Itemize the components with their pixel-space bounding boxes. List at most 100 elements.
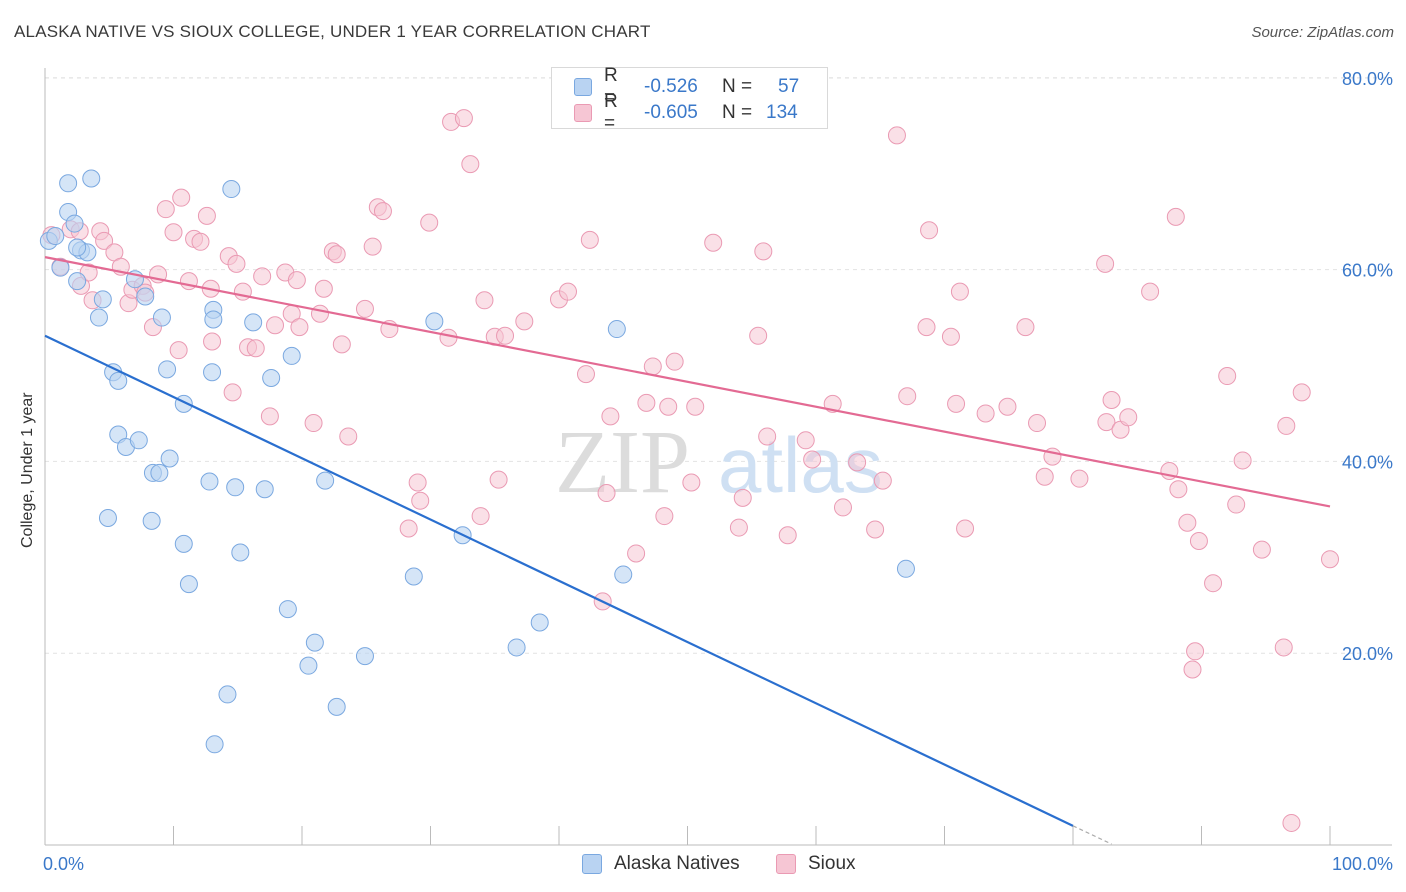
alaska-native-point	[174, 534, 193, 553]
watermark-zip: ZIP	[555, 413, 690, 512]
alaska-native-point	[262, 368, 281, 387]
sioux-point	[408, 473, 427, 492]
alaska-native-point	[129, 431, 148, 450]
sioux-point	[327, 245, 346, 264]
sioux-point	[1252, 540, 1271, 559]
alaska-native-point	[305, 633, 324, 652]
legend-n-label: N =	[722, 102, 753, 123]
sioux-point	[733, 488, 752, 507]
alaska-native-point	[327, 697, 346, 716]
sioux-point	[1141, 282, 1160, 301]
sioux-point	[749, 326, 768, 345]
alaska-native-point	[203, 363, 222, 382]
sioux-point	[1183, 660, 1202, 679]
bottom-legend-swatch-pink	[776, 854, 796, 874]
alaska-native-point	[205, 735, 224, 754]
alaska-native-point	[179, 575, 198, 594]
sioux-point	[266, 316, 285, 335]
sioux-point	[597, 484, 616, 503]
alaska-native-point	[68, 272, 87, 291]
sioux-point	[778, 526, 797, 545]
alaska-native-point	[278, 600, 297, 619]
alaska-native-point	[244, 313, 263, 332]
sioux-point	[1282, 813, 1301, 832]
alaska-native-point	[136, 287, 155, 306]
y-tick-label: 40.0%	[1342, 452, 1393, 472]
alaska-native-point	[355, 647, 374, 666]
sioux-point	[558, 282, 577, 301]
sioux-point	[833, 498, 852, 517]
sioux-point	[253, 267, 272, 286]
alaska-native-point	[200, 472, 219, 491]
sioux-point	[873, 471, 892, 490]
sioux-point	[637, 393, 656, 412]
sioux-point	[290, 318, 309, 337]
sioux-point	[304, 414, 323, 433]
sioux-point	[339, 427, 358, 446]
alaska-native-point	[46, 227, 65, 246]
sioux-point	[796, 431, 815, 450]
sioux-point	[1070, 469, 1089, 488]
alaska-native-trend-line	[44, 334, 1074, 827]
sioux-point	[665, 352, 684, 371]
sioux-point	[998, 397, 1017, 416]
sioux-point	[941, 327, 960, 346]
alaska-native-point	[59, 174, 78, 193]
sioux-point	[1277, 416, 1296, 435]
y-tick-label: 80.0%	[1342, 69, 1393, 89]
sioux-point	[917, 318, 936, 337]
legend-row-sioux: R = -0.605 N = 134	[574, 91, 798, 134]
sioux-point	[803, 450, 822, 469]
sioux-point	[576, 365, 595, 384]
alaska-native-point	[530, 613, 549, 632]
sioux-point	[848, 453, 867, 472]
alaska-native-point	[98, 508, 117, 527]
sioux-point	[373, 202, 392, 221]
sioux-point	[729, 518, 748, 537]
legend-n-label: N =	[722, 76, 753, 97]
sioux-point	[489, 470, 508, 489]
sioux-point	[950, 282, 969, 301]
legend-n-value: 134	[766, 102, 798, 123]
bottom-legend-label-alaska: Alaska Natives	[614, 853, 740, 874]
sioux-point	[310, 304, 329, 323]
sioux-point	[1028, 414, 1047, 433]
y-axis-label: College, Under 1 year	[19, 392, 36, 548]
legend-swatch-pink	[574, 104, 592, 122]
sioux-point	[1102, 391, 1121, 410]
sioux-trend-line	[44, 256, 1331, 508]
bottom-legend-label-sioux: Sioux	[808, 853, 856, 874]
alaska-native-point	[282, 346, 301, 365]
alaska-native-trend-extension	[1072, 825, 1112, 845]
sioux-point	[655, 507, 674, 526]
sioux-point	[246, 339, 265, 358]
y-tick-label: 20.0%	[1342, 644, 1393, 664]
sioux-points	[42, 109, 1339, 832]
sioux-point	[947, 394, 966, 413]
sioux-point	[1274, 638, 1293, 657]
sioux-point	[976, 404, 995, 423]
sioux-point	[420, 213, 439, 232]
alaska-native-point	[607, 320, 626, 339]
alaska-native-point	[150, 463, 169, 482]
sioux-point	[758, 427, 777, 446]
sioux-point	[332, 335, 351, 354]
bottom-legend-swatch-blue	[582, 854, 602, 874]
alaska-native-point	[614, 565, 633, 584]
alaska-native-point	[109, 371, 128, 390]
sioux-point	[95, 231, 114, 250]
x-tick-label-max: 100.0%	[1332, 854, 1393, 874]
chart-title: ALASKA NATIVE VS SIOUX COLLEGE, UNDER 1 …	[14, 22, 651, 41]
alaska-native-point	[65, 214, 84, 233]
sioux-point	[704, 233, 723, 252]
sioux-point	[580, 230, 599, 249]
sioux-point	[627, 544, 646, 563]
legend-r-label: R =	[604, 91, 618, 134]
sioux-point	[223, 383, 242, 402]
sioux-point	[227, 254, 246, 273]
legend-r-label: R =	[604, 65, 618, 108]
sioux-point	[659, 397, 678, 416]
legend-r-value: -0.605	[644, 102, 698, 123]
alaska-native-point	[218, 685, 237, 704]
sioux-point	[898, 387, 917, 406]
